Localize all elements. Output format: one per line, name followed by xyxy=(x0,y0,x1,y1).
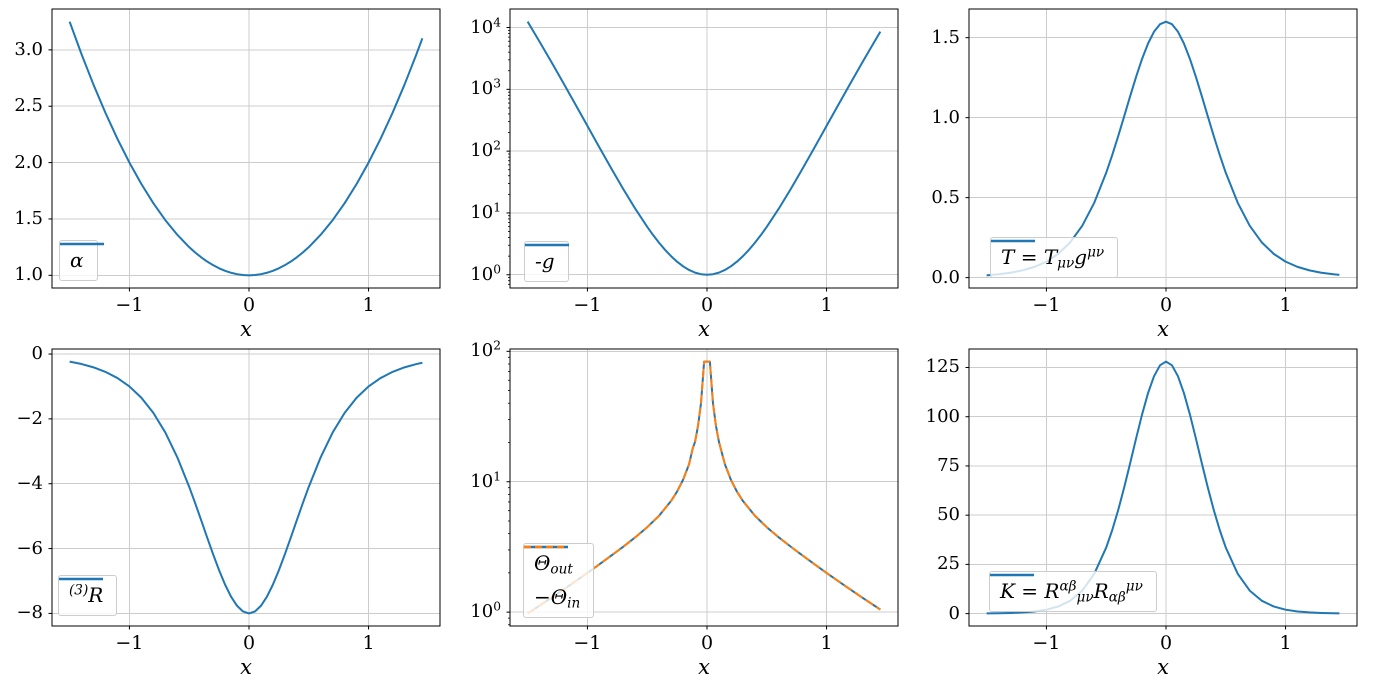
x-tick-label: −1 xyxy=(1032,294,1061,316)
y-tick-label: 1.5 xyxy=(14,207,43,229)
y-tick-label: 102 xyxy=(470,338,501,362)
x-tick-label: 1 xyxy=(1279,632,1292,654)
x-tick-label: 0 xyxy=(1159,632,1173,654)
y-tick-label: 101 xyxy=(470,469,501,492)
y-tick-label: −2 xyxy=(16,407,43,429)
legend-label: −Θin xyxy=(534,585,581,612)
x-tick-label: 1 xyxy=(362,632,375,654)
y-tick-label: 0 xyxy=(31,343,43,365)
legend-label: -g xyxy=(535,249,555,273)
y-tick-label: 101 xyxy=(470,200,501,223)
plot-area-expansions xyxy=(506,348,899,630)
x-tick-label: −1 xyxy=(573,294,602,316)
y-tick-label: 2.5 xyxy=(14,95,43,117)
y-tick-label: 103 xyxy=(470,76,501,100)
axes-frame xyxy=(509,8,899,289)
legend-entry: α xyxy=(60,242,104,272)
x-axis-label: x xyxy=(698,655,710,679)
subplot-ricci3: 0 −2 −4 −6 −8 −1 0 1 x (3)R xyxy=(0,343,458,690)
legend-expansions: Θout −Θin xyxy=(523,543,595,618)
axes-frame xyxy=(51,348,441,627)
legend-entry: Θout xyxy=(524,545,580,578)
series-R3 xyxy=(69,360,423,615)
x-tick-label: −1 xyxy=(573,632,602,654)
x-axis-label: x xyxy=(1157,317,1169,341)
y-tick-label: 1.0 xyxy=(14,264,43,286)
legend-line-sample xyxy=(524,545,568,549)
y-tick-label: 0.0 xyxy=(931,266,960,288)
subplot-expansions: 100 101 102 −1 0 1 x Θout −Θin xyxy=(458,340,916,690)
x-axis-label: x xyxy=(698,317,710,341)
x-tick-label: 0 xyxy=(700,632,714,654)
series-minus_g xyxy=(526,21,882,276)
x-tick-label: 1 xyxy=(1279,294,1292,316)
plot-area-alpha xyxy=(48,8,441,292)
y-tick-label: 100 xyxy=(470,599,501,623)
x-tick-label: −1 xyxy=(115,632,144,654)
legend-entry: T = Tμνgμν xyxy=(991,239,1105,272)
y-tick-label: 1.5 xyxy=(931,26,960,48)
x-tick-label: 0 xyxy=(242,294,256,316)
legend-entry: (3)R xyxy=(59,577,104,607)
y-tick-label: 0 xyxy=(948,602,960,624)
legend-label: K = RαβμνRαβμν xyxy=(1000,578,1143,606)
axes-frame xyxy=(51,8,441,289)
legend-line-sample xyxy=(59,577,103,581)
y-tick-label: 3.0 xyxy=(14,38,43,60)
legend-trace_T: T = Tμνgμν xyxy=(990,237,1119,278)
legend-minus_g: -g xyxy=(524,241,569,282)
legend-entry: K = RαβμνRαβμν xyxy=(990,573,1143,606)
subplot-alpha: 1.0 1.5 2.0 2.5 3.0 −1 0 1 x α xyxy=(0,0,458,345)
plot-area-minus_g xyxy=(506,8,899,292)
x-tick-label: 1 xyxy=(362,294,375,316)
legend-label: Θout xyxy=(534,551,573,578)
subplot-kretschmann: 0 25 50 75 100 125 −1 0 1 x K = RαβμνRαβμν xyxy=(917,345,1375,690)
x-tick-label: −1 xyxy=(115,294,144,316)
subplot-trace_T: 0.0 0.5 1.0 1.5 −1 0 1 x T = Tμνgμν xyxy=(917,0,1375,345)
legend-line-sample xyxy=(525,243,569,247)
axes-frame xyxy=(968,8,1358,289)
series-alpha xyxy=(68,21,424,277)
series-minus_theta_in xyxy=(527,360,881,615)
y-tick-label: 125 xyxy=(925,356,960,378)
legend-entry: -g xyxy=(525,243,569,273)
y-tick-label: 75 xyxy=(937,454,960,476)
x-axis-label: x xyxy=(240,655,252,679)
x-axis-label: x xyxy=(1157,655,1169,679)
y-tick-label: 102 xyxy=(470,138,501,162)
y-tick-label: 25 xyxy=(937,553,960,575)
legend-ricci3: (3)R xyxy=(58,575,118,616)
y-tick-label: 104 xyxy=(470,14,501,38)
x-tick-label: 1 xyxy=(820,294,833,316)
x-tick-label: 0 xyxy=(700,294,714,316)
y-tick-label: 100 xyxy=(925,405,960,427)
y-tick-label: 100 xyxy=(470,262,501,285)
legend-kretschmann: K = RαβμνRαβμν xyxy=(989,571,1157,612)
y-tick-label: −4 xyxy=(16,472,43,494)
legend-line-sample xyxy=(991,239,1035,243)
x-tick-label: 0 xyxy=(242,632,256,654)
y-tick-label: 0.5 xyxy=(931,186,960,208)
y-tick-label: 1.0 xyxy=(931,106,960,128)
y-tick-label: −6 xyxy=(16,537,43,559)
x-tick-label: −1 xyxy=(1032,632,1061,654)
y-tick-label: 50 xyxy=(937,504,960,526)
subplot-minus_g: 100 101 102 103 104 −1 0 1 x -g xyxy=(458,0,916,345)
legend-line-sample xyxy=(60,242,104,246)
x-tick-label: 1 xyxy=(820,632,833,654)
x-axis-label: x xyxy=(240,317,252,341)
y-tick-label: −8 xyxy=(16,602,43,624)
legend-line-sample xyxy=(990,573,1034,577)
legend-label: α xyxy=(70,248,84,272)
axes-frame xyxy=(968,348,1358,627)
legend-entry: −Θin xyxy=(524,545,581,612)
axes-frame xyxy=(509,348,899,627)
y-tick-label: 2.0 xyxy=(14,151,43,173)
legend-label: T = Tμνgμν xyxy=(1001,244,1105,272)
legend-label: (3)R xyxy=(69,582,104,607)
x-tick-label: 0 xyxy=(1159,294,1173,316)
legend-alpha: α xyxy=(59,240,104,281)
